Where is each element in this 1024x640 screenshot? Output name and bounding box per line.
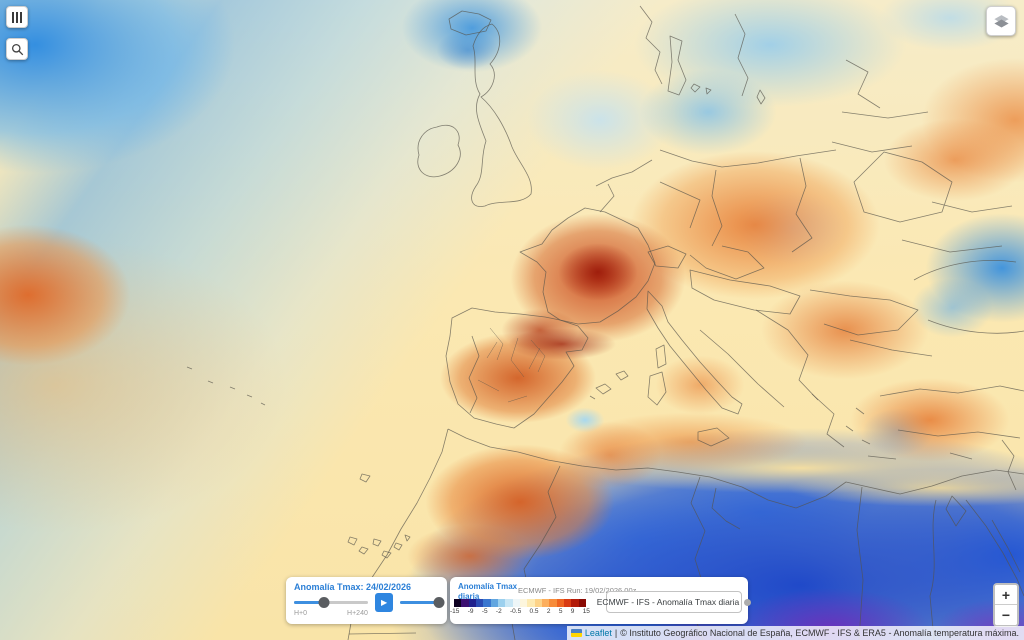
search-icon xyxy=(11,43,23,55)
zoom-out-button[interactable]: − xyxy=(995,605,1017,625)
attribution-separator: | xyxy=(614,628,618,638)
attribution-credit: © Instituto Geográfico Nacional de Españ… xyxy=(620,628,1019,638)
menu-bars-icon xyxy=(12,11,14,23)
time-slider-handle[interactable] xyxy=(318,597,330,608)
legend-ticks: -15 -9 -5 -2 -0.5 0.5 2 5 9 15 xyxy=(450,608,590,615)
timeline-end-label: H+240 xyxy=(347,610,368,617)
map-zoom-control: + − xyxy=(993,583,1019,627)
leaflet-flag-icon xyxy=(570,629,582,637)
dropdown-dot-icon xyxy=(744,598,752,606)
play-button[interactable]: ▶ xyxy=(374,593,394,612)
speed-slider[interactable] xyxy=(400,596,445,608)
zoom-in-button[interactable]: + xyxy=(995,585,1017,605)
leaflet-link[interactable]: Leaflet xyxy=(584,628,612,638)
search-button[interactable] xyxy=(6,38,28,60)
layers-icon xyxy=(993,14,1009,27)
layer-selector-dropdown[interactable]: ECMWF - IFS - Anomalía Tmax diaria xyxy=(597,591,752,613)
timeline-start-label: H+0 xyxy=(294,610,308,617)
bottom-control-panel: Anomalía Tmax: 24/02/2026 H+0 H+240 ▶ xyxy=(286,577,752,624)
play-icon: ▶ xyxy=(381,598,388,607)
legend-variable-label: Anomalía Tmax diaria xyxy=(458,582,518,602)
map-attribution: Leaflet | © Instituto Geográfico Naciona… xyxy=(566,626,1024,640)
legend-colorbar xyxy=(454,599,586,607)
time-slider[interactable] xyxy=(294,596,368,608)
legend-card: Anomalía Tmax diaria ECMWF - IFS Run: 19… xyxy=(450,577,752,624)
speed-slider-handle[interactable] xyxy=(433,597,445,608)
layers-button[interactable] xyxy=(986,6,1016,36)
sidebar-toggle-button[interactable] xyxy=(6,6,28,28)
layer-selector-value: ECMWF - IFS - Anomalía Tmax diaria xyxy=(596,597,740,607)
model-run-label: ECMWF - IFS Run: 19/02/2026 00z xyxy=(518,586,637,595)
timeline-title: Anomalía Tmax: 24/02/2026 xyxy=(294,582,412,592)
timeline-card: Anomalía Tmax: 24/02/2026 H+0 H+240 ▶ xyxy=(286,577,447,624)
